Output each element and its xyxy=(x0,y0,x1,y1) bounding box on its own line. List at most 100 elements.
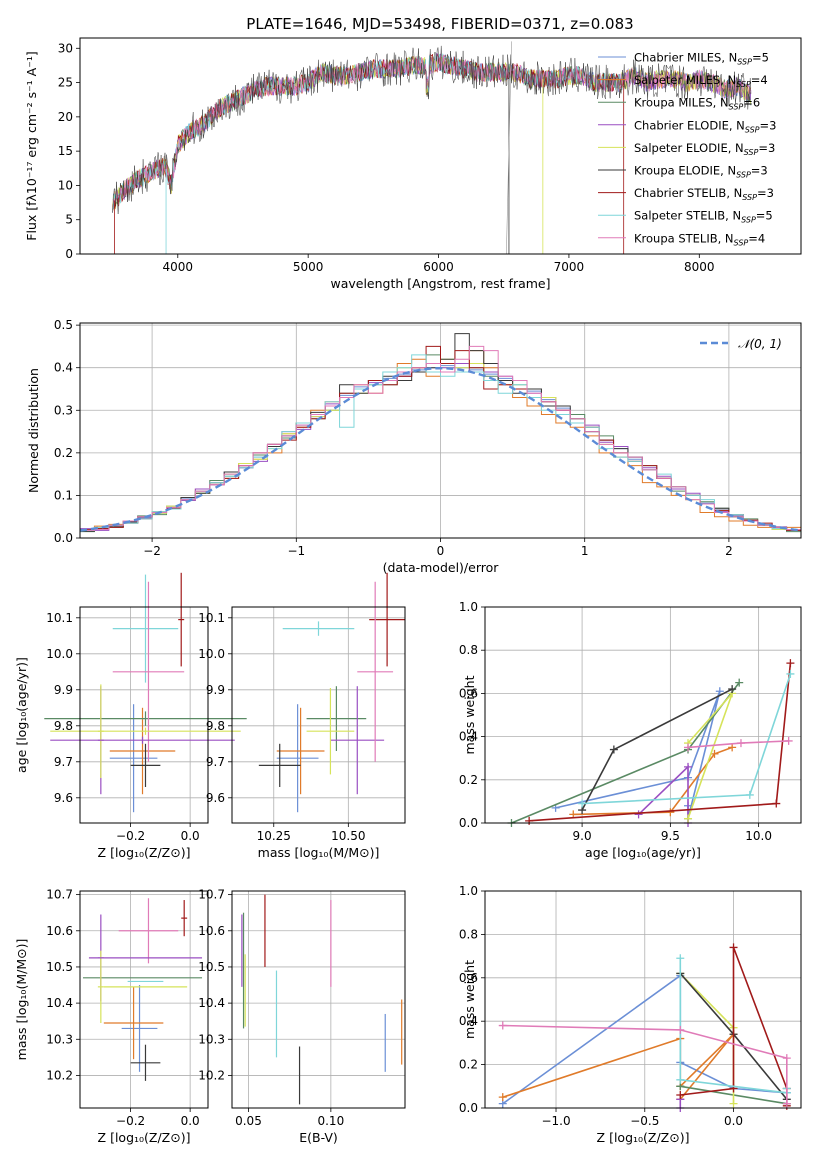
legend-entry-count: =3 xyxy=(751,164,768,178)
spectrum-series-line xyxy=(112,45,752,215)
mass-weight-point xyxy=(498,1021,507,1030)
ticks: −2 −1 0 1 2 0.0 0.1 0.2 0.3 0.4 0.5 xyxy=(54,318,733,558)
figure-title: PLATE=1646, MJD=53498, FIBERID=0371, z=0… xyxy=(246,15,633,33)
y-axis-label: mass weight xyxy=(462,675,477,754)
y-axis-label: Flux [fλ10⁻¹⁷ erg cm⁻² s⁻¹ A⁻¹] xyxy=(24,51,39,240)
y-tick-label: 1.0 xyxy=(459,600,478,614)
ticks: −1.0 −0.5 0.0 0.0 0.2 0.4 0.6 0.8 1.0 xyxy=(459,884,743,1128)
mass-weight-point xyxy=(710,749,719,758)
legend-entry-count: =4 xyxy=(748,231,765,245)
x-axis-label: age [log₁₀(age/yr)] xyxy=(585,845,701,860)
spectrum-feature-line xyxy=(506,41,512,255)
mass-weight-point xyxy=(578,799,587,808)
y-tick-label: 20 xyxy=(58,110,73,124)
mass-weight-point xyxy=(676,1025,685,1034)
mass-weight-point xyxy=(729,1099,738,1108)
y-tick-label: 9.6 xyxy=(54,791,73,805)
y-tick-label: 0.8 xyxy=(459,927,478,941)
x-tick-label: −0.2 xyxy=(116,1114,145,1128)
y-tick-label: 0.2 xyxy=(54,446,73,460)
y-tick-label: 0.4 xyxy=(459,1014,478,1028)
y-tick-label: 10.5 xyxy=(46,960,73,974)
mass-weight-point xyxy=(782,1054,791,1063)
mass-weight-vs-age-panel: 9.0 9.5 10.0 0.0 0.2 0.4 0.6 0.8 1.0 age [log₁₀(a… xyxy=(459,600,802,860)
legend-entry: Chabrier MILES, NSSP=5 xyxy=(634,51,769,67)
mass-weight-point xyxy=(634,810,643,819)
ticks: −0.2 0.0 9.6 9.7 9.8 9.9 10.0 10.1 xyxy=(46,611,199,843)
legend-entry: Salpeter ELODIE, NSSP=3 xyxy=(634,141,775,157)
y-tick-label: 0.3 xyxy=(54,403,73,417)
axes-frame xyxy=(484,606,802,824)
x-tick-label: 0.05 xyxy=(235,1114,262,1128)
x-tick-label: 4000 xyxy=(163,260,194,274)
legend-entry-name: Chabrier MILES, N xyxy=(634,51,737,65)
y-tick-label: 9.8 xyxy=(206,719,225,733)
legend-entry-name: Salpeter ELODIE, N xyxy=(634,141,744,155)
x-tick-label: 9.5 xyxy=(661,829,680,843)
y-tick-label: 10.6 xyxy=(46,924,73,938)
mass-weight-point xyxy=(786,659,795,668)
y-axis-label: mass weight xyxy=(462,960,477,1039)
x-tick-label: 6000 xyxy=(423,260,454,274)
legend-entry: Salpeter MILES, NSSP=4 xyxy=(634,73,768,89)
x-axis-label: wavelength [Angstrom, rest frame] xyxy=(330,276,550,291)
ticks: 4000 5000 6000 7000 8000 0 5 10 15 20 25 30 xyxy=(58,41,715,274)
gridlines xyxy=(232,607,405,823)
legend-entry-subscript: SSP xyxy=(742,193,757,202)
y-tick-label: 0.4 xyxy=(54,361,73,375)
x-tick-label: 0.0 xyxy=(181,1114,200,1128)
y-tick-label: 10.3 xyxy=(46,1032,73,1046)
mass-weight-point xyxy=(715,687,724,696)
y-tick-label: 10.1 xyxy=(198,611,225,625)
x-tick-label: 5000 xyxy=(293,260,324,274)
legend-entry-count: =4 xyxy=(751,73,768,87)
legend-entry: Chabrier ELODIE, NSSP=3 xyxy=(634,118,776,134)
x-tick-label: −1.0 xyxy=(541,1114,570,1128)
legend-entry-name: Chabrier ELODIE, N xyxy=(634,118,745,132)
mass-weight-point xyxy=(609,745,618,754)
mass-vs-metallicity-panel: −0.2 0.0 10.2 10.3 10.4 10.5 10.6 10.7 Z [log₁₀(… xyxy=(14,888,209,1145)
legend-entry-subscript: SSP xyxy=(744,148,759,157)
legend-entry-count: =6 xyxy=(743,96,760,110)
y-tick-label: 0.0 xyxy=(459,816,478,830)
y-tick-label: 0.6 xyxy=(459,686,478,700)
y-tick-label: 10.3 xyxy=(198,1032,225,1046)
x-axis-label: E(B-V) xyxy=(299,1130,338,1145)
x-tick-label: 0.0 xyxy=(181,829,200,843)
y-tick-label: 9.9 xyxy=(54,683,73,697)
y-tick-label: 10.2 xyxy=(198,1068,225,1082)
legend-entry-subscript: SSP xyxy=(736,171,751,180)
ticks: −0.2 0.0 10.2 10.3 10.4 10.5 10.6 10.7 xyxy=(46,888,199,1128)
y-tick-label: 0.0 xyxy=(459,1101,478,1115)
y-tick-label: 30 xyxy=(58,41,73,55)
y-tick-label: 10.7 xyxy=(46,888,73,902)
mass-weight-point xyxy=(782,1099,791,1108)
x-tick-label: 0 xyxy=(437,544,445,558)
ticks: 10.25 10.50 9.6 9.7 9.8 9.9 10.0 10.1 xyxy=(198,611,365,843)
mass-weight-point xyxy=(786,669,795,678)
mass-weight-point xyxy=(745,790,754,799)
mass-weight-point xyxy=(676,1090,685,1099)
y-tick-label: 0 xyxy=(65,247,73,261)
mass-weight-point xyxy=(728,685,737,694)
legend-entry: 𝒩(0, 1) xyxy=(738,337,782,351)
mass-weight-point xyxy=(684,814,693,823)
y-tick-label: 0.1 xyxy=(54,488,73,502)
gaussian-curve xyxy=(79,366,802,532)
legend-entry-name: Kroupa ELODIE, N xyxy=(634,164,736,178)
y-tick-label: 15 xyxy=(58,144,73,158)
y-tick-label: 10.5 xyxy=(198,960,225,974)
legend-entry-count: =5 xyxy=(756,209,773,223)
y-tick-label: 10.7 xyxy=(198,888,225,902)
y-tick-label: 10.4 xyxy=(46,996,73,1010)
legend-entry: Salpeter STELIB, NSSP=5 xyxy=(634,209,773,225)
legend-entry-subscript: SSP xyxy=(737,58,752,67)
y-tick-label: 9.9 xyxy=(206,683,225,697)
legend-entry-count: =3 xyxy=(758,141,775,155)
spectrum-series-line xyxy=(112,54,752,203)
y-tick-label: 10.6 xyxy=(198,924,225,938)
y-tick-label: 10.0 xyxy=(46,647,73,661)
axes-frame xyxy=(79,890,209,1109)
